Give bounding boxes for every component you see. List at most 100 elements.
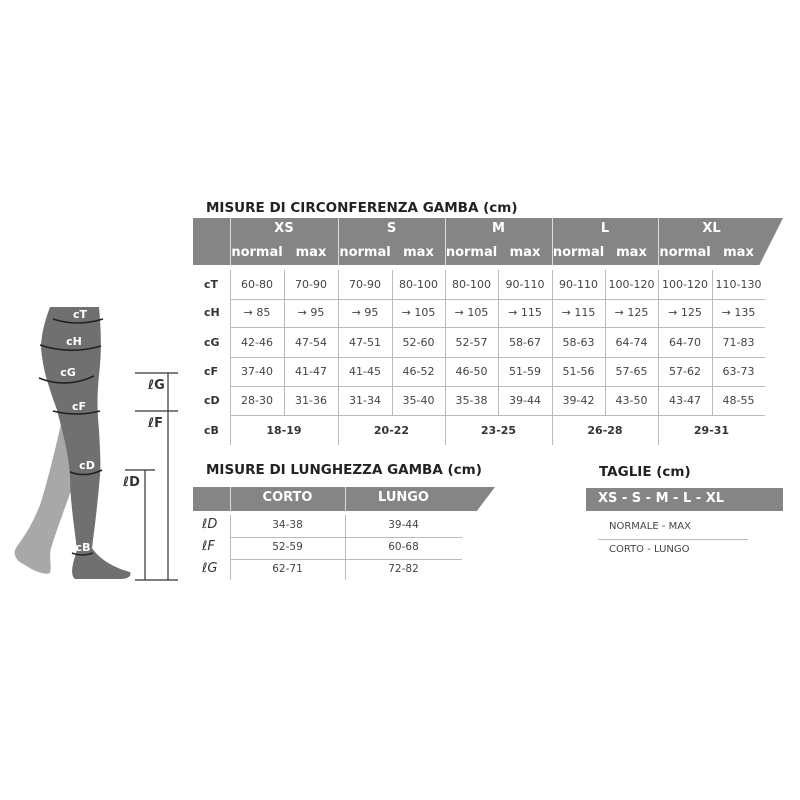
row-divider [230, 537, 462, 538]
table-cell: 43-47 [669, 394, 701, 407]
table-cell: 90-110 [559, 278, 598, 291]
row-divider [230, 299, 765, 300]
table-cell: 34-38 [272, 519, 303, 531]
row-label-cF: cF [204, 365, 219, 378]
column-divider [552, 270, 553, 445]
table-cell: 51-59 [509, 365, 541, 378]
table-cell-cb: 18-19 [266, 424, 302, 437]
column-divider [445, 270, 446, 445]
table-cell: 63-73 [722, 365, 755, 378]
length-header-band [193, 487, 495, 511]
back-leg [14, 420, 78, 574]
column-divider [230, 515, 231, 580]
label-cG: cG [60, 366, 76, 379]
column-divider [284, 270, 285, 415]
table-cell: 70-90 [295, 278, 327, 291]
table-cell: 52-57 [455, 336, 488, 349]
sub-header-max: max [509, 245, 541, 260]
table-cell: 35-38 [455, 394, 488, 407]
table-cell: 58-67 [509, 336, 541, 349]
table-cell: 57-62 [669, 365, 701, 378]
table-cell: → 135 [721, 306, 756, 319]
sub-header-max: max [723, 245, 754, 260]
table-cell: 60-80 [241, 278, 273, 291]
sub-header-max: max [403, 245, 434, 260]
sizes-divider [598, 539, 748, 540]
header-divider [230, 487, 231, 511]
sizes-line-normal-max: NORMALE - MAX [609, 521, 691, 532]
row-label-cG: cG [204, 336, 220, 349]
table-cell: 72-82 [388, 563, 419, 575]
table-cell: 31-34 [349, 394, 381, 407]
table-cell: 71-83 [722, 336, 755, 349]
column-divider [498, 270, 499, 415]
size-header-l: L [600, 221, 610, 236]
header-divider [445, 218, 446, 265]
sub-header-normal: normal [231, 245, 283, 260]
size-header-m: M [492, 221, 505, 236]
row-label-cH: cH [204, 306, 220, 319]
table-cell: → 115 [508, 306, 542, 319]
length-title: MISURE DI LUNGHEZZA GAMBA (cm) [206, 462, 482, 478]
sub-header-normal: normal [659, 245, 711, 260]
size-header-xl: XL [702, 221, 721, 236]
label-cT: cT [73, 308, 88, 321]
table-cell: 70-90 [349, 278, 381, 291]
table-cell: 41-45 [349, 365, 381, 378]
sub-header-max: max [295, 245, 327, 260]
table-cell: 43-50 [615, 394, 648, 407]
table-cell: 80-100 [399, 278, 438, 291]
row-divider [230, 386, 765, 387]
table-cell: 39-44 [509, 394, 541, 407]
row-divider [230, 357, 765, 358]
row-label-cD: cD [204, 394, 220, 407]
table-cell: 52-59 [272, 541, 303, 553]
table-cell-cb: 29-31 [693, 424, 730, 437]
label-lF: ℓF [147, 416, 163, 431]
table-cell: 64-70 [669, 336, 701, 349]
table-cell: 35-40 [402, 394, 435, 407]
column-divider [230, 270, 231, 445]
length-row-label: ℓG [202, 561, 218, 576]
size-header-xs: XS [274, 221, 294, 236]
table-cell: 39-44 [388, 519, 419, 531]
table-cell: 90-110 [505, 278, 545, 291]
table-cell: 110-130 [715, 278, 762, 291]
table-cell: 51-56 [562, 365, 595, 378]
length-row-label: ℓD [202, 517, 218, 532]
size-header-s: S [386, 221, 397, 236]
table-cell: 42-46 [241, 336, 273, 349]
sub-header-normal: normal [552, 245, 605, 260]
table-cell: → 95 [351, 306, 379, 319]
header-divider [230, 218, 231, 265]
row-label-cT: cT [204, 278, 219, 291]
label-cD: cD [79, 459, 95, 472]
row-label-cB: cB [204, 424, 219, 437]
table-cell: → 95 [297, 306, 325, 319]
table-cell: 58-63 [562, 336, 595, 349]
sizes-line-corto-lungo: CORTO - LUNGO [609, 544, 690, 555]
table-cell: 100-120 [662, 278, 708, 291]
sizes-header-band [586, 488, 783, 511]
length-header-lungo: LUNGO [378, 490, 429, 505]
table-cell: 37-40 [241, 365, 273, 378]
label-lD: ℓD [122, 475, 140, 490]
table-cell: 52-60 [402, 336, 435, 349]
leg-diagram: cT cH cG cF cD cB ℓG ℓF ℓD [14, 307, 178, 581]
label-cH: cH [66, 335, 82, 348]
table-cell-cb: 23-25 [480, 424, 517, 437]
label-cB: cB [76, 541, 91, 554]
table-cell: → 105 [454, 306, 489, 319]
table-cell: → 115 [561, 306, 596, 319]
table-cell: 46-52 [402, 365, 435, 378]
label-cF: cF [72, 400, 86, 413]
header-divider [338, 218, 339, 265]
table-cell: 46-50 [455, 365, 488, 378]
column-divider [338, 270, 339, 445]
length-header-corto: CORTO [262, 490, 313, 505]
table-cell-cb: 26-28 [587, 424, 623, 437]
column-divider [345, 515, 346, 580]
column-divider [658, 270, 659, 445]
label-lG: ℓG [147, 378, 165, 393]
table-cell: 47-54 [295, 336, 327, 349]
